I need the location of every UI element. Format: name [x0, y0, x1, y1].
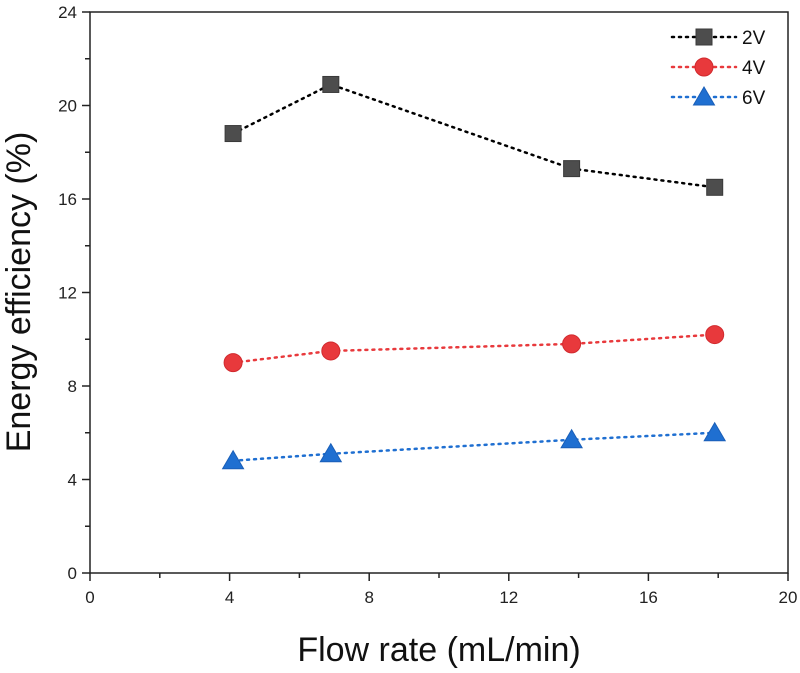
series-6v	[221, 421, 727, 470]
series-2v	[224, 75, 724, 196]
legend-label: 4V	[742, 58, 766, 79]
y-axis-title: Energy efficiency (%)	[0, 132, 38, 453]
x-tick-label: 20	[779, 588, 798, 607]
legend-item: 6V	[670, 86, 766, 109]
x-tick-label: 0	[85, 588, 94, 607]
data-point	[321, 341, 341, 361]
data-point	[224, 125, 242, 143]
data-point	[322, 75, 340, 93]
x-tick-label: 12	[499, 588, 518, 607]
tick-labels: 0 4 8 12 16 20 0 4 8 12 16 20 24	[58, 3, 797, 607]
legend-marker	[694, 57, 714, 77]
y-tick-label: 0	[68, 564, 77, 583]
legend-item: 2V	[670, 28, 766, 49]
y-tick-label: 24	[58, 3, 77, 22]
legend-marker	[695, 28, 713, 46]
data-point	[319, 442, 343, 463]
y-tick-label: 16	[58, 190, 77, 209]
y-tick-label: 8	[68, 377, 77, 396]
y-tick-label: 4	[68, 471, 77, 490]
data-point	[563, 160, 581, 178]
series-line	[231, 431, 716, 463]
plot-border	[89, 11, 789, 574]
data-point	[560, 428, 583, 449]
legend-item: 4V	[670, 57, 766, 79]
series-layer	[221, 75, 727, 470]
data-point	[562, 334, 582, 354]
series-line	[231, 83, 716, 189]
legend-marker	[692, 86, 716, 106]
x-axis-title: Flow rate (mL/min)	[297, 631, 580, 669]
axis-ticks	[82, 11, 789, 581]
legend-label: 6V	[742, 88, 766, 109]
x-tick-label: 8	[364, 588, 373, 607]
x-tick-label: 16	[639, 588, 658, 607]
legend-label: 2V	[742, 28, 766, 49]
data-point	[706, 178, 724, 196]
data-point	[223, 353, 243, 373]
y-tick-label: 12	[58, 284, 77, 303]
legend: 2V 4V 6V	[670, 28, 766, 109]
data-point	[221, 449, 245, 470]
x-tick-label: 4	[225, 588, 234, 607]
series-line	[231, 333, 716, 364]
plot-frame	[89, 11, 789, 574]
data-point	[705, 325, 725, 345]
data-point	[703, 421, 727, 442]
series-4v	[223, 325, 725, 373]
y-tick-label: 20	[58, 97, 77, 116]
